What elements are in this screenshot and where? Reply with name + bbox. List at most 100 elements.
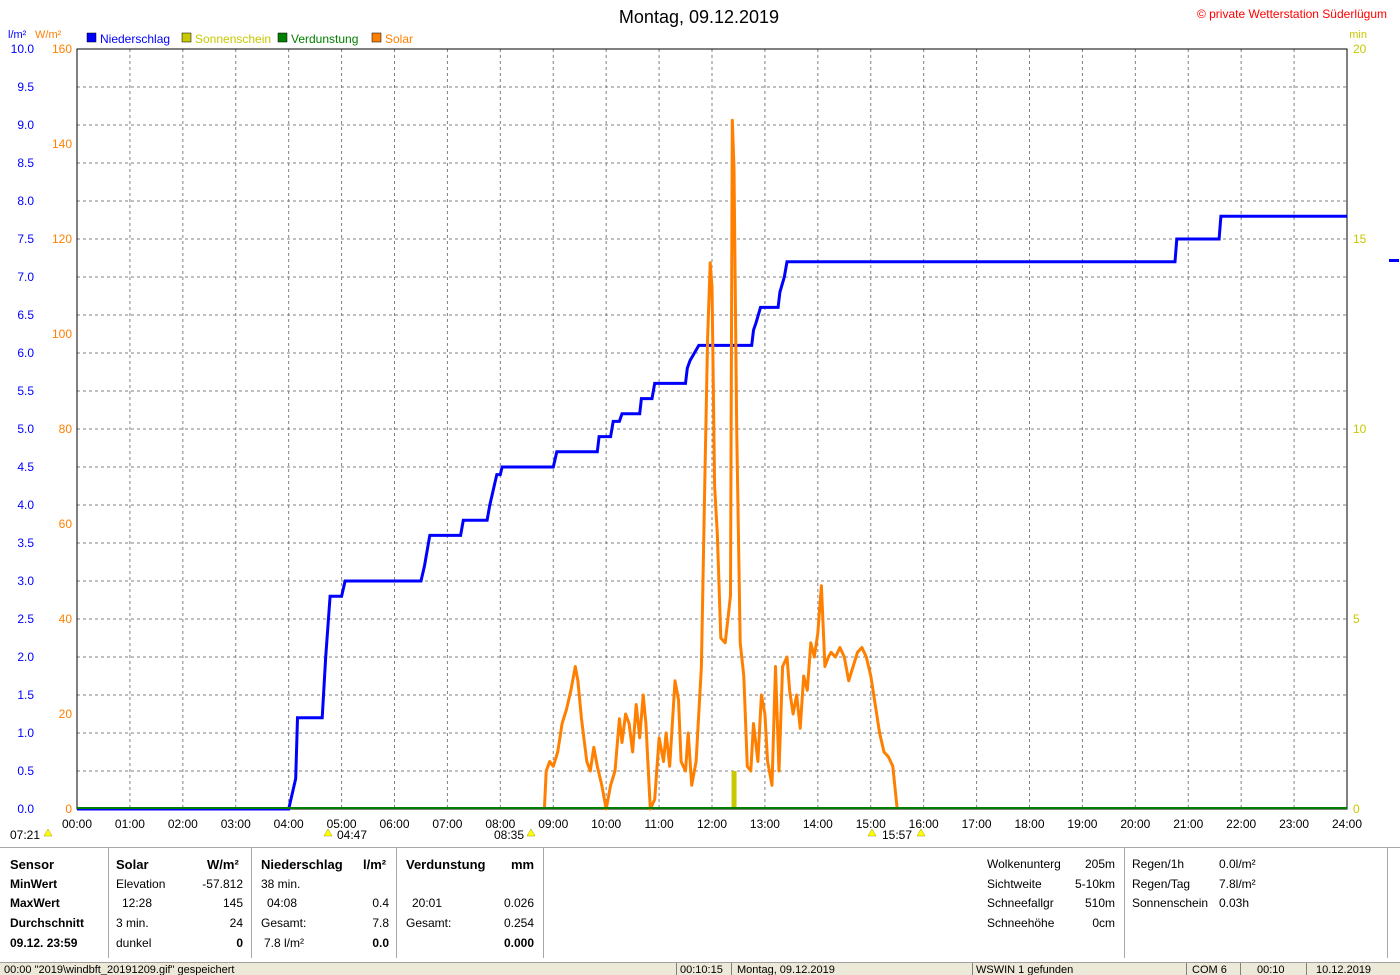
legend-label: Verdunstung	[291, 32, 358, 46]
y-tick-label: 7.0	[17, 270, 34, 284]
divider	[676, 963, 677, 975]
y-tick-label: 3.5	[17, 536, 34, 550]
divider	[1240, 963, 1241, 975]
solar-axis-unit: W/m²	[35, 29, 62, 41]
y-tick-label: 10.0	[11, 42, 35, 56]
row-label: MinWert	[10, 877, 58, 891]
x-tick-label: 21:00	[1173, 817, 1203, 831]
solar-end-marker	[867, 828, 877, 837]
precip-cell: 38 min.	[261, 877, 301, 891]
y-axis-ticks: 0.0 0.5 1.0 1.5 2.0 2.5 3.0 3.5 4.0 4.5 5.0 5.5 6.0 6…	[11, 42, 1367, 816]
x-tick-label: 01:00	[115, 817, 145, 831]
solar-tick-label: 60	[59, 517, 73, 531]
legend-label: Sonnenschein	[195, 32, 271, 46]
solar-value: -57.812	[202, 877, 243, 891]
weather-value: 5-10km	[1074, 877, 1115, 891]
legend-swatch	[86, 32, 97, 43]
solar-tick-label: 80	[59, 422, 73, 436]
y-tick-label: 7.5	[17, 232, 34, 246]
row-label: 09.12. 23:59	[10, 936, 78, 950]
status-bar: 00:00 "2019\windbft_20191209.gif" gespei…	[0, 962, 1400, 975]
divider	[972, 963, 973, 975]
solar-end-label: 15:57	[882, 828, 912, 842]
x-tick-label: 05:00	[327, 817, 357, 831]
y-tick-label: 6.5	[17, 308, 34, 322]
row-label: MaxWert	[10, 896, 60, 910]
x-tick-label: 23:00	[1279, 817, 1309, 831]
precip-header: Niederschlag	[261, 857, 343, 872]
divider	[731, 963, 732, 975]
precip-start-marker	[323, 828, 333, 837]
x-tick-label: 17:00	[962, 817, 992, 831]
x-tick-label: 08:00	[485, 817, 515, 831]
sunshine-bar	[731, 771, 737, 809]
weather-value: 205m	[1084, 857, 1115, 871]
weather-chart: Montag, 09.12.2019 © private Wetterstati…	[8, 7, 1399, 842]
precip-cell: 04:08	[267, 896, 298, 910]
y-tick-label: 1.5	[17, 688, 34, 702]
evap-value: 0.000	[503, 936, 534, 950]
rain-label: Regen/Tag	[1132, 877, 1191, 891]
y-tick-label: 5.0	[17, 422, 34, 436]
y-tick-label: 0.0	[17, 802, 34, 816]
solar-tick-label: 20	[59, 707, 73, 721]
x-tick-label: 15:00	[856, 817, 886, 831]
sunrise-label: 07:21	[10, 828, 40, 842]
y-tick-label: 2.5	[17, 612, 34, 626]
divider	[1124, 848, 1125, 958]
x-tick-label: 20:00	[1120, 817, 1150, 831]
chart-grid	[77, 49, 1347, 809]
rain-value: 0.03h	[1219, 896, 1250, 910]
weather-value: 510m	[1084, 896, 1115, 910]
y-tick-label: 9.5	[17, 80, 34, 94]
solar-tick-label: 160	[52, 42, 72, 56]
x-tick-label: 10:00	[591, 817, 621, 831]
weather-label: Sichtweite	[987, 877, 1042, 891]
status-time: 00:10:15	[680, 964, 723, 975]
y-tick-label: 8.5	[17, 156, 34, 170]
right-tick-label: 5	[1353, 612, 1360, 626]
solar-tick-label: 0	[65, 802, 72, 816]
solar-tick-label: 140	[52, 137, 72, 151]
solar-value: 0	[236, 936, 243, 950]
y-tick-label: 0.5	[17, 764, 34, 778]
left-axis-unit: l/m²	[8, 29, 27, 41]
divider	[108, 848, 109, 958]
x-tick-label: 06:00	[379, 817, 409, 831]
precip-cell: Gesamt:	[261, 916, 307, 930]
divider	[1387, 848, 1388, 958]
precip-current-indicator	[1389, 259, 1399, 262]
time-markers: 07:21 04:47 08:35 15:57	[10, 828, 926, 842]
series-solar	[542, 118, 899, 811]
x-tick-label: 12:00	[697, 817, 727, 831]
precip-value: 0.4	[372, 896, 389, 910]
copyright-label: © private Wetterstation Süderlügum	[1197, 7, 1387, 21]
right-tick-label: 0	[1353, 802, 1360, 816]
weather-label: Schneefallgr	[987, 896, 1054, 910]
solar-tick-label: 100	[52, 327, 72, 341]
weather-label: Schneehöhe	[987, 916, 1055, 930]
solar-cell: 3 min.	[116, 916, 149, 930]
divider	[1186, 963, 1187, 975]
x-tick-label: 04:00	[274, 817, 304, 831]
series-niederschlag	[77, 214, 1347, 811]
legend-swatch	[181, 32, 192, 43]
y-tick-label: 2.0	[17, 650, 34, 664]
divider	[0, 847, 1400, 848]
solar-cell: 12:28	[122, 896, 153, 910]
precip-cell: 7.8 l/m²	[264, 936, 305, 950]
chart-series	[77, 118, 1347, 811]
row-label: Durchschnitt	[10, 916, 85, 930]
precip-start-label: 04:47	[337, 828, 367, 842]
x-tick-label: 03:00	[221, 817, 251, 831]
right-tick-label: 15	[1353, 232, 1367, 246]
divider	[543, 848, 544, 958]
x-tick-label: 09:00	[538, 817, 568, 831]
weather-value: 0cm	[1092, 916, 1115, 930]
status-message: 00:00 "2019\windbft_20191209.gif" gespei…	[4, 964, 235, 975]
evap-cell: Gesamt:	[406, 916, 452, 930]
x-tick-label: 07:00	[432, 817, 462, 831]
solar-start-label: 08:35	[494, 828, 524, 842]
divider	[251, 848, 252, 958]
solar-cell: Elevation	[116, 877, 166, 891]
